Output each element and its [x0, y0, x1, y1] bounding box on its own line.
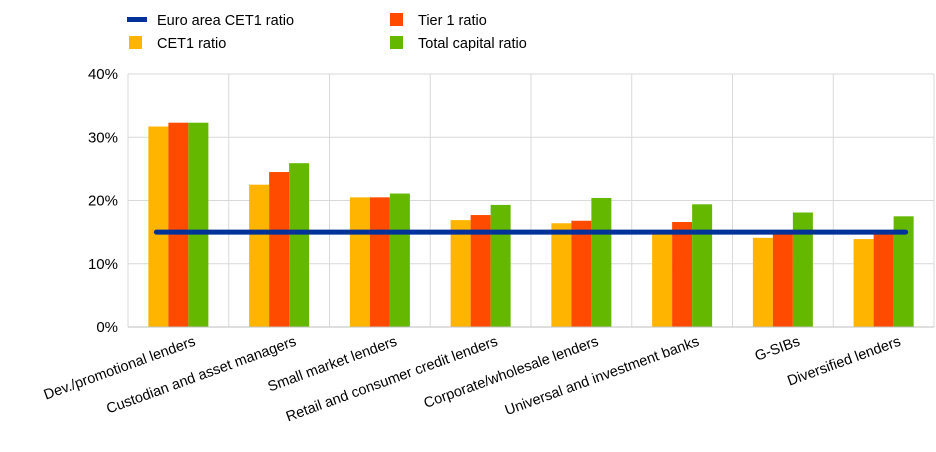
bar-cet1-ratio [349, 197, 370, 327]
bar-cet1-ratio [551, 223, 572, 327]
y-tick-label: 0% [96, 319, 118, 336]
bar-total-capital-ratio [692, 204, 713, 327]
y-axis: 0% 10% 20% 30% 40% [88, 66, 118, 336]
bar-cet1-ratio [450, 220, 471, 327]
bar-tier-1-ratio [571, 220, 592, 327]
bar-cet1-ratio [752, 237, 773, 327]
x-tick-label: Custodian and asset managers [104, 334, 298, 418]
bar-total-capital-ratio [188, 122, 209, 327]
bar-total-capital-ratio [893, 216, 914, 327]
x-tick-label: Diversified lenders [785, 334, 903, 390]
x-tick-label: G-SIBs [753, 334, 802, 365]
legend-swatch [390, 13, 403, 26]
legend-label: Tier 1 ratio [418, 13, 487, 29]
bar-cet1-ratio [148, 126, 169, 327]
bar-total-capital-ratio [792, 212, 813, 327]
bar-total-capital-ratio [490, 204, 511, 327]
bar-tier-1-ratio [168, 122, 189, 327]
legend: Euro area CET1 ratio Tier 1 ratio CET1 rat… [127, 13, 527, 52]
bar-tier-1-ratio [772, 230, 793, 327]
legend-swatch-line [127, 17, 147, 22]
bar-tier-1-ratio [470, 215, 491, 327]
y-tick-label: 30% [88, 129, 118, 146]
legend-swatch [390, 36, 403, 49]
bar-tier-1-ratio [369, 197, 390, 327]
y-tick-label: 40% [88, 66, 118, 83]
x-tick-label: Universal and investment banks [503, 334, 702, 419]
legend-label: Total capital ratio [418, 36, 527, 52]
bar-total-capital-ratio [389, 193, 410, 327]
bar-cet1-ratio [652, 233, 673, 327]
y-tick-label: 10% [88, 256, 118, 273]
y-tick-label: 20% [88, 193, 118, 210]
bar-total-capital-ratio [591, 197, 612, 327]
bar-tier-1-ratio [269, 172, 290, 327]
bar-tier-1-ratio [873, 232, 894, 327]
bar-cet1-ratio [853, 239, 874, 327]
legend-swatch [129, 36, 142, 49]
gridlines [127, 73, 935, 328]
bar-tier-1-ratio [672, 222, 693, 327]
bar-cet1-ratio [249, 184, 270, 327]
legend-label: CET1 ratio [157, 36, 226, 52]
bar-total-capital-ratio [289, 163, 310, 327]
legend-label: Euro area CET1 ratio [157, 13, 294, 29]
